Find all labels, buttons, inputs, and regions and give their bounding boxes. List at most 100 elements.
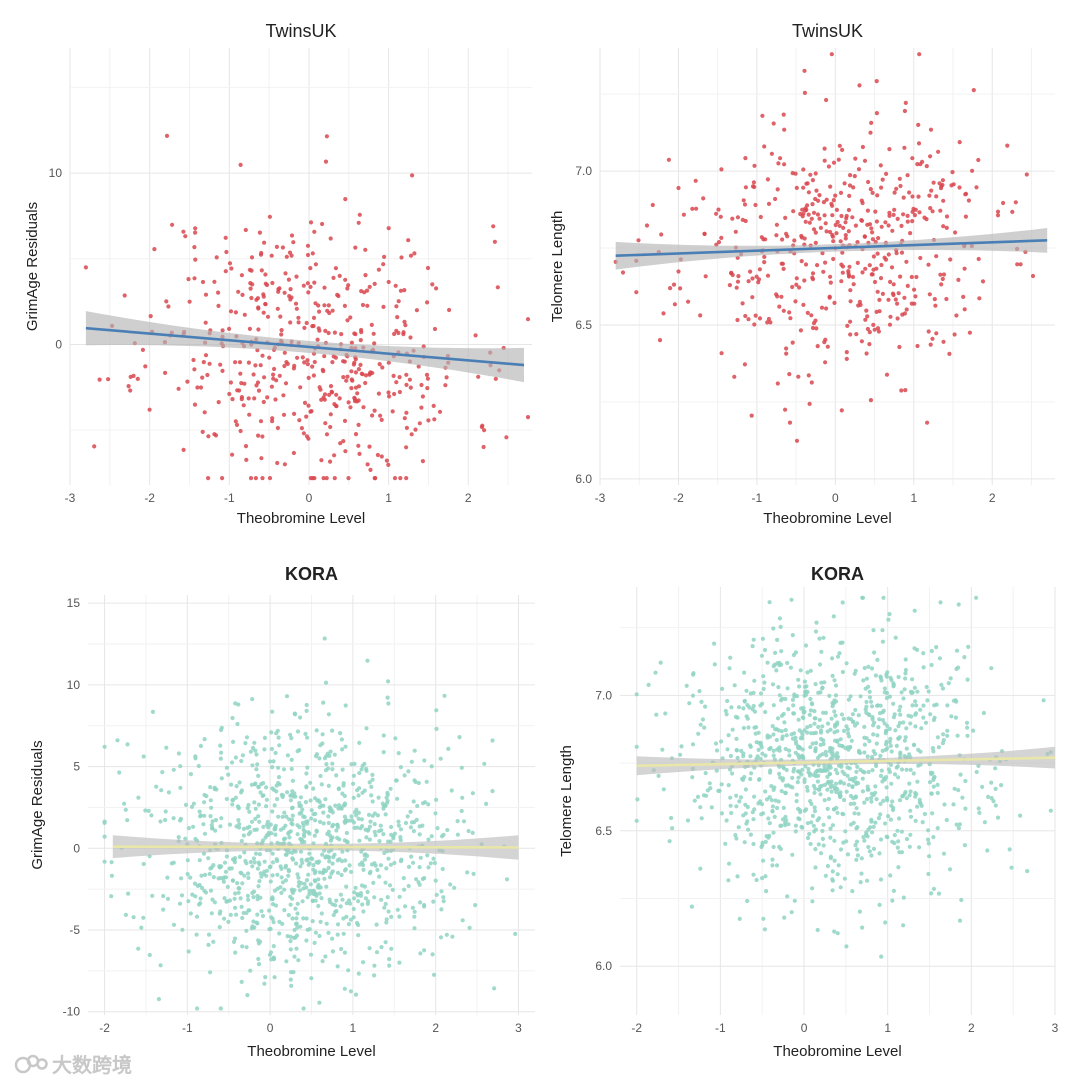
- data-point: [282, 908, 287, 913]
- data-point: [888, 817, 894, 822]
- data-point: [852, 811, 857, 816]
- data-point: [794, 799, 799, 804]
- data-point: [330, 869, 335, 874]
- data-point: [810, 702, 815, 707]
- data-point: [818, 690, 823, 695]
- data-point: [837, 791, 842, 796]
- data-point: [230, 715, 235, 721]
- data-point: [843, 233, 848, 238]
- data-point: [254, 297, 259, 302]
- data-point: [848, 299, 853, 304]
- data-point: [892, 772, 898, 777]
- data-point: [787, 753, 792, 758]
- data-point: [874, 309, 879, 314]
- data-point: [365, 462, 370, 467]
- data-point: [888, 743, 893, 749]
- data-point: [428, 861, 433, 866]
- data-point: [263, 302, 268, 307]
- data-point: [297, 825, 302, 830]
- data-point: [273, 832, 278, 837]
- data-point: [246, 802, 251, 808]
- data-point: [301, 823, 306, 829]
- data-point: [253, 363, 258, 368]
- data-point: [832, 838, 837, 843]
- data-point: [320, 732, 325, 737]
- data-point: [273, 397, 278, 402]
- data-point: [952, 332, 957, 337]
- data-point: [767, 770, 773, 775]
- data-point: [809, 216, 814, 221]
- data-point: [926, 329, 931, 334]
- data-point: [363, 896, 368, 901]
- data-point: [719, 235, 724, 240]
- data-point: [396, 823, 401, 828]
- data-point: [830, 869, 835, 874]
- data-point: [855, 853, 861, 858]
- data-point: [871, 732, 876, 737]
- data-point: [288, 793, 293, 798]
- data-point: [781, 805, 786, 811]
- data-point: [716, 207, 721, 212]
- data-point: [200, 429, 205, 434]
- data-point: [308, 780, 313, 785]
- data-point: [676, 269, 681, 274]
- data-point: [928, 206, 933, 211]
- data-point: [865, 797, 870, 802]
- data-point: [297, 888, 303, 893]
- data-point: [787, 420, 793, 425]
- data-point: [757, 267, 763, 272]
- data-point: [409, 820, 415, 825]
- data-point: [345, 318, 350, 323]
- data-point: [749, 771, 754, 776]
- data-point: [744, 821, 749, 826]
- data-point: [290, 822, 295, 827]
- data-point: [270, 902, 276, 907]
- data-point: [995, 213, 1001, 218]
- data-point: [815, 779, 821, 784]
- data-point: [812, 721, 817, 726]
- data-point: [877, 297, 882, 302]
- data-point: [402, 416, 407, 421]
- watermark-logo-icon: [14, 1054, 48, 1073]
- data-point: [954, 313, 959, 318]
- data-point: [322, 397, 327, 402]
- data-point: [288, 287, 293, 292]
- data-point: [663, 711, 668, 716]
- data-points: [102, 636, 518, 1011]
- data-point: [207, 871, 212, 877]
- data-point: [236, 890, 241, 895]
- data-point: [821, 822, 826, 827]
- data-point: [258, 871, 263, 876]
- data-point: [785, 894, 790, 899]
- data-point: [913, 794, 918, 799]
- data-point: [348, 405, 353, 410]
- data-point: [921, 703, 926, 708]
- data-point: [827, 693, 832, 699]
- data-point: [742, 202, 748, 207]
- chart-title: TwinsUK: [265, 21, 336, 41]
- data-point: [432, 417, 437, 422]
- x-tick-label: 0: [306, 491, 313, 505]
- data-point: [859, 218, 865, 223]
- data-point: [741, 725, 747, 731]
- data-point: [408, 825, 413, 830]
- data-point: [356, 971, 361, 976]
- data-point: [239, 397, 244, 402]
- data-point: [319, 896, 324, 901]
- data-point: [218, 756, 223, 761]
- data-point: [359, 327, 364, 333]
- data-point: [832, 709, 837, 714]
- data-point: [773, 650, 778, 656]
- data-point: [835, 810, 840, 815]
- data-point: [264, 868, 270, 873]
- data-point: [202, 410, 207, 415]
- data-point: [761, 686, 766, 692]
- data-point: [333, 803, 338, 808]
- data-point: [760, 876, 765, 881]
- data-point: [183, 234, 188, 239]
- data-point: [820, 828, 825, 834]
- data-point: [465, 870, 470, 875]
- data-point: [797, 808, 803, 813]
- data-point: [244, 945, 249, 950]
- data-point: [794, 185, 799, 190]
